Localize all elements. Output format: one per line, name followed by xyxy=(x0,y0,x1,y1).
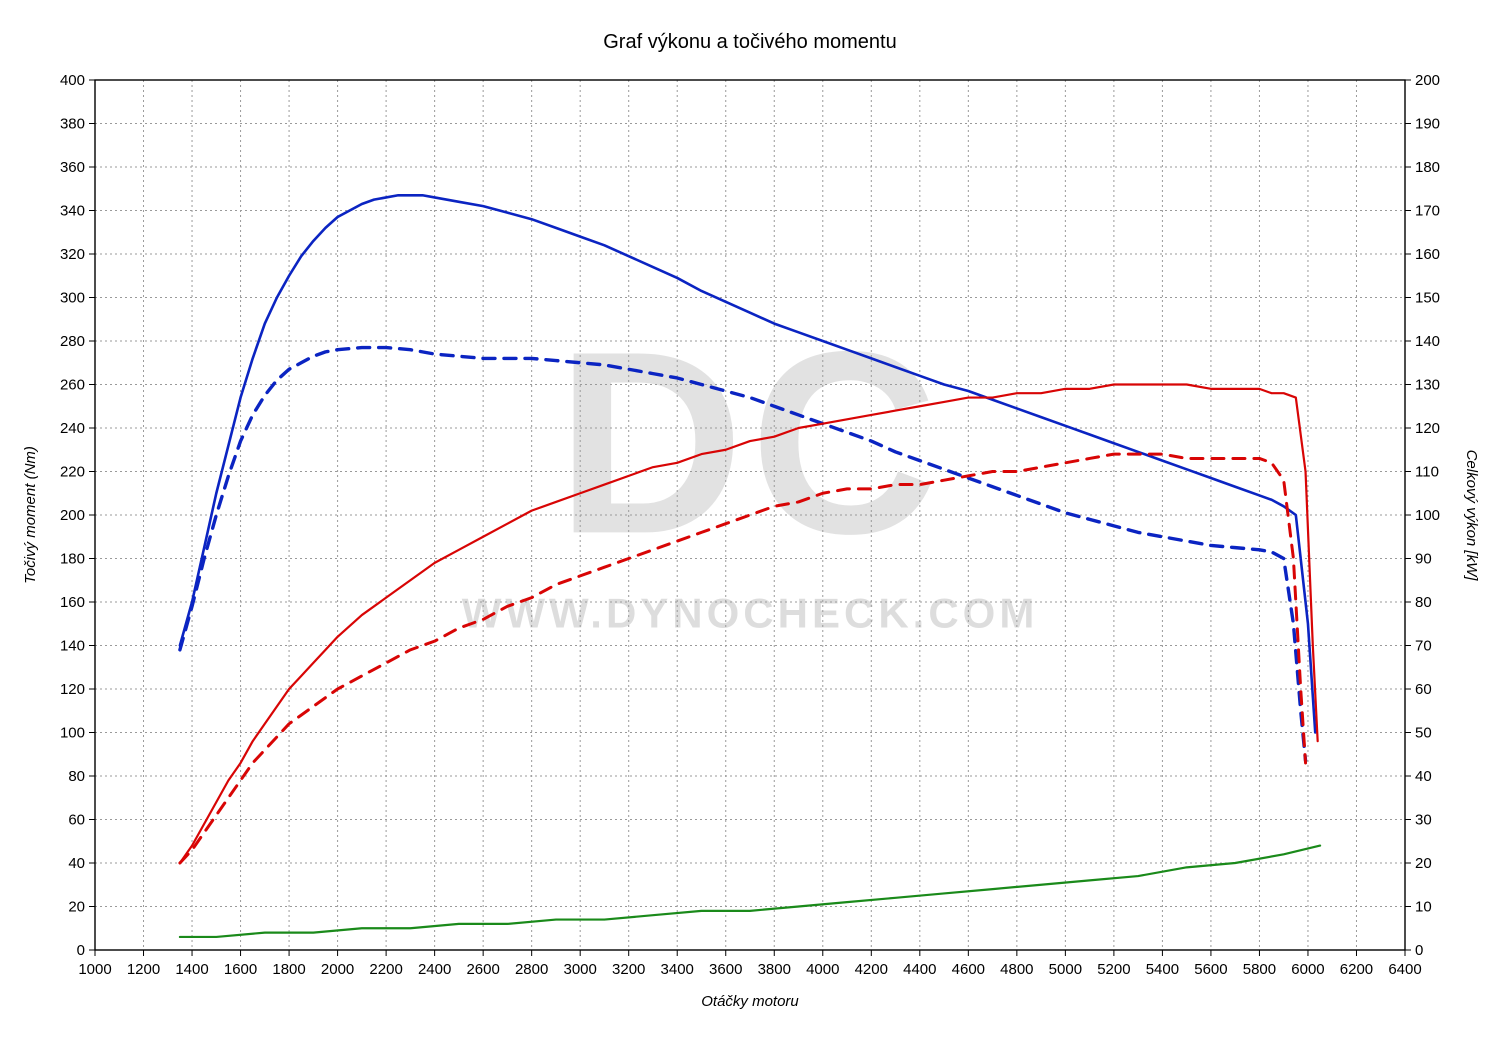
svg-text:40: 40 xyxy=(68,855,85,872)
svg-text:2400: 2400 xyxy=(418,961,451,978)
svg-text:140: 140 xyxy=(1415,333,1440,350)
svg-text:190: 190 xyxy=(1415,116,1440,133)
svg-text:360: 360 xyxy=(60,159,85,176)
svg-text:1400: 1400 xyxy=(175,961,208,978)
svg-text:20: 20 xyxy=(68,899,85,916)
svg-text:170: 170 xyxy=(1415,203,1440,220)
chart-svg: DCWWW.DYNOCHECK.COM100012001400160018002… xyxy=(0,0,1500,1041)
svg-text:2000: 2000 xyxy=(321,961,354,978)
svg-text:4600: 4600 xyxy=(952,961,985,978)
svg-text:60: 60 xyxy=(1415,681,1432,698)
svg-text:120: 120 xyxy=(60,681,85,698)
y-axis-left-label: Točivý moment (Nm) xyxy=(22,446,39,584)
y-axis-right-label: Celkový výkon [kW] xyxy=(1463,450,1480,582)
svg-text:200: 200 xyxy=(60,507,85,524)
svg-text:4200: 4200 xyxy=(855,961,888,978)
watermark-main: DC xyxy=(556,298,944,588)
svg-text:300: 300 xyxy=(60,290,85,307)
svg-text:320: 320 xyxy=(60,246,85,263)
svg-text:100: 100 xyxy=(1415,507,1440,524)
svg-text:220: 220 xyxy=(60,464,85,481)
svg-text:40: 40 xyxy=(1415,768,1432,785)
svg-text:200: 200 xyxy=(1415,72,1440,89)
svg-text:20: 20 xyxy=(1415,855,1432,872)
svg-text:3600: 3600 xyxy=(709,961,742,978)
svg-text:2800: 2800 xyxy=(515,961,548,978)
svg-text:160: 160 xyxy=(1415,246,1440,263)
svg-text:6000: 6000 xyxy=(1291,961,1324,978)
svg-text:4000: 4000 xyxy=(806,961,839,978)
svg-text:60: 60 xyxy=(68,812,85,829)
svg-text:50: 50 xyxy=(1415,725,1432,742)
svg-text:240: 240 xyxy=(60,420,85,437)
svg-text:30: 30 xyxy=(1415,812,1432,829)
svg-text:10: 10 xyxy=(1415,899,1432,916)
svg-text:80: 80 xyxy=(68,768,85,785)
svg-text:0: 0 xyxy=(1415,942,1423,959)
svg-text:90: 90 xyxy=(1415,551,1432,568)
svg-text:4400: 4400 xyxy=(903,961,936,978)
svg-text:0: 0 xyxy=(77,942,85,959)
svg-text:160: 160 xyxy=(60,594,85,611)
svg-text:5600: 5600 xyxy=(1194,961,1227,978)
svg-text:5800: 5800 xyxy=(1243,961,1276,978)
svg-text:3000: 3000 xyxy=(563,961,596,978)
svg-text:180: 180 xyxy=(60,551,85,568)
svg-text:3400: 3400 xyxy=(661,961,694,978)
svg-text:6200: 6200 xyxy=(1340,961,1373,978)
svg-text:5400: 5400 xyxy=(1146,961,1179,978)
watermark-sub: WWW.DYNOCHECK.COM xyxy=(462,589,1039,636)
svg-text:2600: 2600 xyxy=(466,961,499,978)
svg-text:1200: 1200 xyxy=(127,961,160,978)
svg-text:5000: 5000 xyxy=(1049,961,1082,978)
svg-text:3200: 3200 xyxy=(612,961,645,978)
svg-text:280: 280 xyxy=(60,333,85,350)
svg-text:110: 110 xyxy=(1415,464,1439,481)
x-axis-label: Otáčky motoru xyxy=(701,993,799,1010)
svg-text:1600: 1600 xyxy=(224,961,257,978)
svg-text:3800: 3800 xyxy=(758,961,791,978)
svg-text:260: 260 xyxy=(60,377,85,394)
svg-text:1800: 1800 xyxy=(272,961,305,978)
dyno-chart: DCWWW.DYNOCHECK.COM100012001400160018002… xyxy=(0,0,1500,1041)
svg-text:150: 150 xyxy=(1415,290,1440,307)
svg-text:6400: 6400 xyxy=(1388,961,1421,978)
svg-text:180: 180 xyxy=(1415,159,1440,176)
svg-text:130: 130 xyxy=(1415,377,1440,394)
chart-title: Graf výkonu a točivého momentu xyxy=(603,31,896,53)
svg-text:80: 80 xyxy=(1415,594,1432,611)
svg-text:4800: 4800 xyxy=(1000,961,1033,978)
svg-text:2200: 2200 xyxy=(369,961,402,978)
svg-text:5200: 5200 xyxy=(1097,961,1130,978)
svg-text:120: 120 xyxy=(1415,420,1440,437)
svg-text:100: 100 xyxy=(60,725,85,742)
svg-text:380: 380 xyxy=(60,116,85,133)
svg-text:400: 400 xyxy=(60,72,85,89)
svg-text:340: 340 xyxy=(60,203,85,220)
svg-text:140: 140 xyxy=(60,638,85,655)
svg-text:1000: 1000 xyxy=(78,961,111,978)
svg-text:70: 70 xyxy=(1415,638,1432,655)
